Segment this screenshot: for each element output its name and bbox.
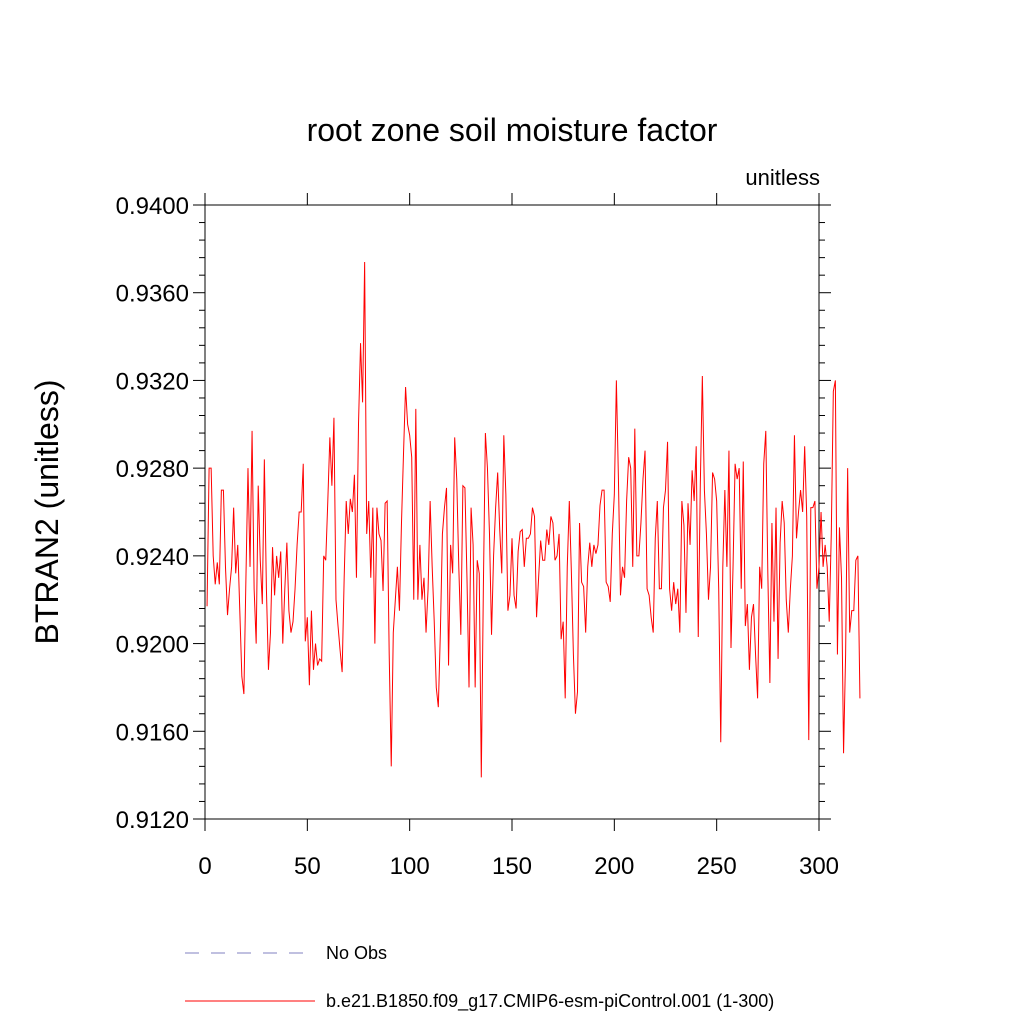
legend-label-model: b.e21.B1850.f09_g17.CMIP6-esm-piControl.…	[326, 991, 774, 1012]
axis-ticks	[193, 193, 831, 831]
x-tick-label: 50	[294, 853, 321, 880]
x-tick-label: 300	[799, 853, 839, 880]
x-tick-label: 200	[594, 853, 634, 880]
x-tick-label: 150	[492, 853, 532, 880]
series-line-model	[206, 262, 861, 778]
y-tick-label: 0.9400	[116, 193, 189, 220]
y-tick-label: 0.9360	[116, 281, 189, 308]
legend-label-no-obs: No Obs	[326, 943, 387, 963]
y-tick-label: 0.9120	[116, 807, 189, 834]
units-label: unitless	[745, 165, 820, 190]
chart-title: root zone soil moisture factor	[307, 112, 718, 148]
x-tick-label: 100	[390, 853, 430, 880]
x-tick-labels: 0 50 100 150 200 250 300	[198, 853, 839, 880]
y-tick-labels: 0.9120 0.9160 0.9200 0.9240 0.9280 0.9320 0.93…	[116, 193, 189, 834]
y-tick-label: 0.9160	[116, 719, 189, 746]
y-tick-label: 0.9240	[116, 544, 189, 571]
x-tick-label: 250	[697, 853, 737, 880]
y-axis-label: BTRAN2 (unitless)	[29, 380, 65, 645]
x-tick-label: 0	[198, 853, 211, 880]
plot-frame	[204, 204, 820, 820]
y-tick-label: 0.9200	[116, 632, 189, 659]
y-tick-label: 0.9320	[116, 368, 189, 395]
y-tick-label: 0.9280	[116, 456, 189, 483]
